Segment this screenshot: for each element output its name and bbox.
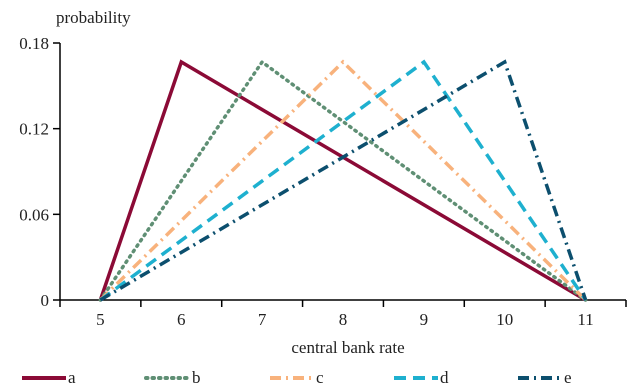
legend-label-d: d (440, 368, 449, 387)
y-tick-label: 0.06 (19, 205, 49, 224)
legend-label-b: b (192, 368, 201, 387)
y-tick-label: 0.12 (19, 120, 49, 139)
y-axis-label: probability (56, 8, 131, 27)
y-tick-label: 0.18 (19, 34, 49, 53)
series-line-d (99, 59, 588, 302)
x-tick-label: 7 (258, 310, 267, 329)
y-tick-label: 0 (41, 291, 50, 310)
series-line-a (98, 59, 587, 302)
legend-label-c: c (316, 368, 324, 387)
x-tick-label: 8 (339, 310, 348, 329)
x-tick-label: 9 (420, 310, 429, 329)
x-tick-label: 11 (577, 310, 593, 329)
series-line-b (98, 59, 588, 302)
legend-label-e: e (564, 368, 572, 387)
series-line-c (99, 59, 587, 302)
x-tick-label: 10 (496, 310, 513, 329)
x-tick-label: 5 (96, 310, 105, 329)
x-axis-label: central bank rate (291, 338, 404, 357)
series-line-e (99, 59, 588, 302)
x-tick-label: 6 (177, 310, 186, 329)
legend-label-a: a (68, 368, 76, 387)
